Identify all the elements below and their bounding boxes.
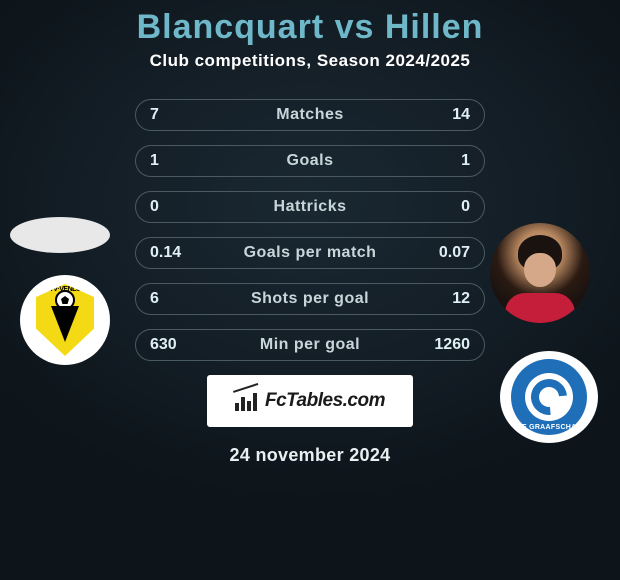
stat-right-value: 0.07 xyxy=(414,244,470,262)
graaf-inner xyxy=(525,373,573,421)
page-title: Blancquart vs Hillen xyxy=(0,8,620,47)
player-right-club-badge: DE GRAAFSCHAP xyxy=(500,351,598,443)
player-right-avatar xyxy=(490,223,590,323)
graaf-text: DE GRAAFSCHAP xyxy=(511,424,587,431)
stat-left-value: 6 xyxy=(150,290,206,308)
stat-label: Matches xyxy=(276,106,344,124)
stat-row: 6 Shots per goal 12 xyxy=(135,283,485,315)
stat-label: Goals per match xyxy=(244,244,377,262)
stat-row: 1 Goals 1 xyxy=(135,145,485,177)
stat-left-value: 7 xyxy=(150,106,206,124)
stat-right-value: 1 xyxy=(414,152,470,170)
stat-left-value: 630 xyxy=(150,336,206,354)
stat-right-value: 14 xyxy=(414,106,470,124)
g-letter-icon xyxy=(525,373,573,421)
stat-row: 0.14 Goals per match 0.07 xyxy=(135,237,485,269)
stat-left-value: 1 xyxy=(150,152,206,170)
player-left-avatar xyxy=(10,217,110,253)
content: Blancquart vs Hillen Club competitions, … xyxy=(0,0,620,580)
date-label: 24 november 2024 xyxy=(0,445,620,466)
fctables-logo: FcTables.com xyxy=(207,375,413,427)
bar-chart-icon xyxy=(235,391,259,411)
shirt-icon xyxy=(505,293,575,323)
player-left-club-badge: VV·VENLO xyxy=(20,275,110,365)
stats-area: VV·VENLO DE GRAAFSCHAP 7Matches141Goals1… xyxy=(0,99,620,361)
stat-row: 7 Matches 14 xyxy=(135,99,485,131)
vvv-venlo-badge-icon: VV·VENLO xyxy=(36,284,94,356)
de-graafschap-badge-icon: DE GRAAFSCHAP xyxy=(511,359,587,435)
stat-row: 0 Hattricks 0 xyxy=(135,191,485,223)
logo-text: FcTables.com xyxy=(265,390,385,412)
stat-row: 630 Min per goal 1260 xyxy=(135,329,485,361)
stat-left-value: 0 xyxy=(150,198,206,216)
stat-label: Goals xyxy=(287,152,334,170)
subtitle: Club competitions, Season 2024/2025 xyxy=(0,51,620,71)
stat-label: Shots per goal xyxy=(251,290,369,308)
stat-label: Hattricks xyxy=(274,198,347,216)
v-shape-icon xyxy=(51,306,79,342)
stat-label: Min per goal xyxy=(260,336,360,354)
stat-left-value: 0.14 xyxy=(150,244,206,262)
stat-right-value: 0 xyxy=(414,198,470,216)
stat-right-value: 12 xyxy=(414,290,470,308)
stat-right-value: 1260 xyxy=(414,336,470,354)
